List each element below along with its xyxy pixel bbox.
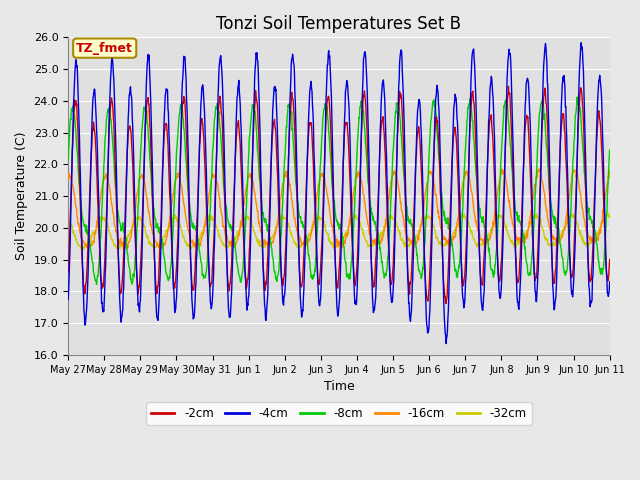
-4cm xyxy=(349,246,356,252)
-4cm xyxy=(136,300,144,306)
Legend: -2cm, -4cm, -8cm, -16cm, -32cm: -2cm, -4cm, -8cm, -16cm, -32cm xyxy=(146,402,532,425)
-4cm xyxy=(606,279,614,285)
-32cm xyxy=(360,235,368,240)
-8cm xyxy=(349,235,357,240)
-16cm xyxy=(349,191,357,196)
-16cm xyxy=(606,168,614,174)
-16cm xyxy=(300,240,307,246)
-4cm xyxy=(156,289,163,295)
-32cm xyxy=(349,216,357,222)
-32cm xyxy=(156,240,164,246)
-8cm xyxy=(300,222,307,228)
-16cm xyxy=(123,246,131,252)
-16cm xyxy=(535,166,543,172)
Line: -4cm: -4cm xyxy=(68,43,610,344)
-4cm xyxy=(360,55,368,60)
-2cm xyxy=(299,270,307,276)
-2cm xyxy=(64,269,72,275)
-4cm xyxy=(442,341,450,347)
Line: -32cm: -32cm xyxy=(68,213,610,250)
Line: -8cm: -8cm xyxy=(68,97,610,285)
-2cm xyxy=(349,250,356,255)
-8cm xyxy=(575,94,582,100)
-32cm xyxy=(64,216,72,221)
Line: -16cm: -16cm xyxy=(68,169,610,249)
-8cm xyxy=(64,158,72,164)
-8cm xyxy=(93,282,100,288)
-32cm xyxy=(459,210,467,216)
-32cm xyxy=(136,215,144,221)
-4cm xyxy=(299,308,307,314)
Y-axis label: Soil Temperature (C): Soil Temperature (C) xyxy=(15,132,28,261)
-2cm xyxy=(606,257,614,263)
-4cm xyxy=(64,297,72,303)
-16cm xyxy=(247,171,255,177)
-4cm xyxy=(577,40,585,46)
Title: Tonzi Soil Temperatures Set B: Tonzi Soil Temperatures Set B xyxy=(216,15,461,33)
-2cm xyxy=(136,274,144,280)
-2cm xyxy=(442,300,450,306)
-16cm xyxy=(64,177,72,182)
-16cm xyxy=(360,200,368,205)
-8cm xyxy=(360,123,368,129)
-8cm xyxy=(156,231,164,237)
-32cm xyxy=(150,247,158,252)
-2cm xyxy=(156,256,163,262)
-2cm xyxy=(360,93,368,99)
X-axis label: Time: Time xyxy=(323,380,355,393)
-2cm xyxy=(504,84,512,89)
-16cm xyxy=(136,174,144,180)
-16cm xyxy=(156,242,164,248)
-4cm xyxy=(247,237,255,243)
Text: TZ_fmet: TZ_fmet xyxy=(76,42,133,55)
-2cm xyxy=(247,216,255,221)
-32cm xyxy=(247,218,255,224)
-8cm xyxy=(606,147,614,153)
Line: -2cm: -2cm xyxy=(68,86,610,303)
-8cm xyxy=(247,118,255,123)
-32cm xyxy=(300,242,307,248)
-32cm xyxy=(606,215,614,220)
-8cm xyxy=(136,156,144,162)
